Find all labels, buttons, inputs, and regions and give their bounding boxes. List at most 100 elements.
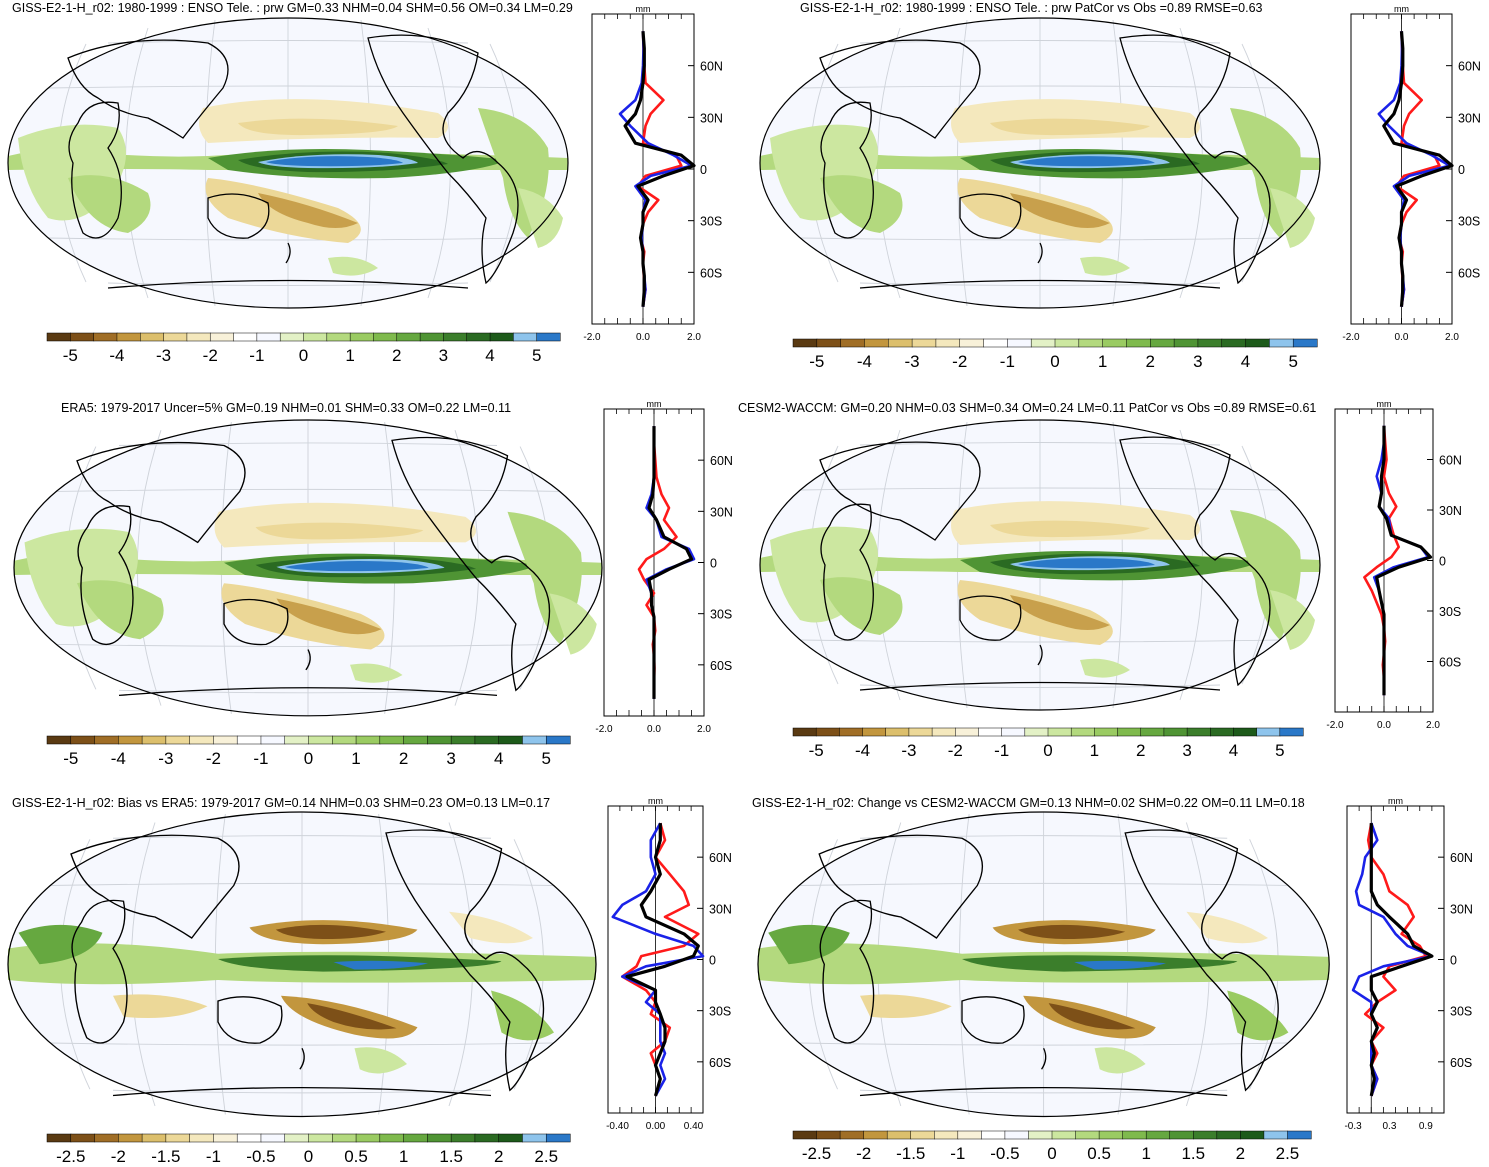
colorbar-tick-label: -1 [1000,352,1015,371]
panel-4-profile: mm 60N 30N 0 30S 60S -2.0 0.0 2.0 [1326,399,1462,731]
profile-y-label: 0 [700,163,707,177]
colorbar-tick-label: 1 [351,749,360,768]
colorbar-segment [450,1133,476,1143]
colorbar-segment [957,1130,982,1140]
colorbar-segment [498,735,524,745]
colorbar-segment [236,735,262,745]
colorbar-segment [213,735,238,745]
colorbar-segment [1004,1130,1030,1140]
colorbar-tick-label: 2 [494,1147,503,1166]
colorbar-segment [379,735,405,745]
profile-series-red [621,822,700,1097]
colorbar-tick-label: -3 [901,741,916,760]
colorbar-segment [46,735,72,745]
profile-y-label: 60S [1450,1056,1472,1070]
colorbar-tick-label: -1 [249,346,264,365]
panel-5-profile: mm 60N 30N 0 30S 60S -0.40 0.00 0.40 [606,796,732,1132]
colorbar-segment [1051,1130,1077,1140]
profile-x-label: 2.0 [1426,720,1440,731]
colorbar-segment [1028,1130,1053,1140]
colorbar-tick-label: 0 [1050,352,1059,371]
panel-6: GISS-E2-1-H_r02: Change vs CESM2-WACCM G… [752,796,1473,1163]
colorbar-tick-label: -3 [156,346,171,365]
panel-2-title: GISS-E2-1-H_r02: 1980-1999 : ENSO Tele. … [800,1,1263,15]
colorbar-segment [186,332,211,342]
colorbar-segment [910,1130,935,1140]
colorbar-segment [1001,727,1026,737]
profile-y-label: 0 [1450,954,1457,968]
profile-unit: mm [648,796,663,806]
colorbar-segment [236,1133,262,1143]
panel-6-map [757,811,1330,1118]
profile-x-label: 0.0 [1395,332,1409,343]
profile-y-label: 0 [1439,555,1446,569]
panel-6-colorbar: -2.5 -2 -1.5 -1 -0.5 0 0.5 1 1.5 2 2.5 [792,1130,1312,1163]
colorbar-tick-label: 4 [485,346,494,365]
profile-y-label: 60N [700,60,723,74]
colorbar-tick-label: -2 [206,749,221,768]
colorbar-segment [189,735,214,745]
colorbar-tick-label: -2 [203,346,218,365]
colorbar-segment [443,332,468,342]
colorbar-segment [70,735,96,745]
colorbar-tick-label: 4 [1241,352,1250,371]
colorbar-tick-label: 3 [1193,352,1202,371]
colorbar-segment [308,1133,333,1143]
panel-6-title: GISS-E2-1-H_r02: Change vs CESM2-WACCM G… [752,796,1305,810]
colorbar-segment [396,332,421,342]
profile-x-label: 0.0 [647,724,661,735]
colorbar-segment [1279,727,1304,737]
panel-3: ERA5: 1979-2017 Uncer=5% GM=0.19 NHM=0.0… [13,399,733,768]
colorbar-segment [1256,727,1281,737]
colorbar-tick-label: 1 [1141,1144,1150,1163]
colorbar-segment [1245,338,1270,348]
colorbar-segment [863,1130,888,1140]
profile-y-label: 30N [1450,902,1473,916]
colorbar-segment [983,338,1008,348]
colorbar-tick-label: -0.5 [246,1147,275,1166]
colorbar-tick-label: -1 [253,749,268,768]
profile-y-label: 60S [700,266,722,280]
profile-x-label: -0.3 [1344,1121,1362,1132]
profile-x-label: -0.40 [606,1121,629,1132]
colorbar-segment [140,332,165,342]
profile-frame [1346,805,1445,1114]
profile-x-label: 2.0 [697,724,711,735]
profile-x-label: 0.00 [646,1121,666,1132]
panel-1: GISS-E2-1-H_r02: 1980-1999 : ENSO Tele. … [7,1,723,365]
colorbar-segment [1263,1130,1289,1140]
profile-y-label: 30S [710,608,732,622]
profile-y-label: 30N [709,902,732,916]
colorbar-tick-label: -4 [855,741,870,760]
colorbar-tick-label: -5 [63,346,78,365]
panel-3-map [13,419,603,717]
colorbar-segment [935,338,961,348]
colorbar-segment [1140,727,1165,737]
colorbar-segment [46,332,71,342]
colorbar-segment [349,332,375,342]
profile-y-label: 0 [710,557,717,571]
colorbar-tick-label: 2 [1146,352,1155,371]
panel-4: CESM2-WACCM: GM=0.20 NHM=0.03 SHM=0.34 O… [738,399,1462,760]
profile-x-label: 0.40 [684,1121,704,1132]
colorbar-segment [1098,1130,1124,1140]
colorbar-segment [864,338,889,348]
colorbar-segment [792,1130,818,1140]
panel-4-map [759,419,1321,711]
colorbar-tick-label: -2 [952,352,967,371]
panel-3-title: ERA5: 1979-2017 Uncer=5% GM=0.19 NHM=0.0… [61,401,511,415]
colorbar-segment [792,727,817,737]
colorbar-segment [284,1133,310,1143]
colorbar-tick-label: -2.5 [56,1147,85,1166]
panel-5-colorbar: -2.5 -2 -1.5 -1 -0.5 0 0.5 1 1.5 2 2.5 [46,1133,571,1166]
colorbar-tick-label: -4 [109,346,124,365]
colorbar-segment [1193,1130,1218,1140]
panel-5: GISS-E2-1-H_r02: Bias vs ERA5: 1979-2017… [7,796,732,1166]
colorbar-segment [981,1130,1006,1140]
profile-x-label: 0.9 [1419,1121,1433,1132]
colorbar-segment [839,1130,865,1140]
profile-series-black [1369,823,1434,1097]
panel-5-map [7,811,597,1118]
colorbar-segment [1078,338,1104,348]
profile-y-label: 30N [700,111,723,125]
